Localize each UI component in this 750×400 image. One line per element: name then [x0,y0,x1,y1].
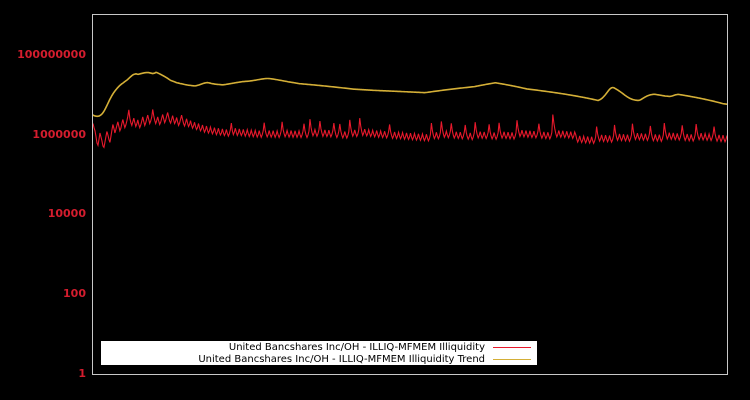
y-tick-label-3: 100 [63,287,86,301]
plot-frame [92,14,728,375]
legend-swatch-illiquidity [493,346,531,348]
legend-entry-illiquidity-trend: United Bancshares Inc/OH - ILLIQ-MFMEM I… [101,353,537,365]
legend-label-illiquidity-trend: United Bancshares Inc/OH - ILLIQ-MFMEM I… [198,353,485,365]
y-tick-label-2: 10000 [47,207,86,221]
legend-swatch-illiquidity-trend [493,358,531,360]
y-tick-label-4: 1 [78,367,86,380]
y-tick-label-1: 1000000 [32,127,86,141]
y-tick-label-0: 100000000 [17,47,86,61]
plot-area [93,71,727,149]
legend-label-illiquidity: United Bancshares Inc/OH - ILLIQ-MFMEM I… [228,341,485,353]
series-line-illiquidity-trend [93,71,727,118]
legend-entry-illiquidity: United Bancshares Inc/OH - ILLIQ-MFMEM I… [101,341,537,353]
chart-legend: United Bancshares Inc/OH - ILLIQ-MFMEM I… [100,340,538,366]
series-line-illiquidity [93,109,727,149]
y-axis-tick-labels: 100000000 1000000 10000 100 1 [0,0,86,400]
